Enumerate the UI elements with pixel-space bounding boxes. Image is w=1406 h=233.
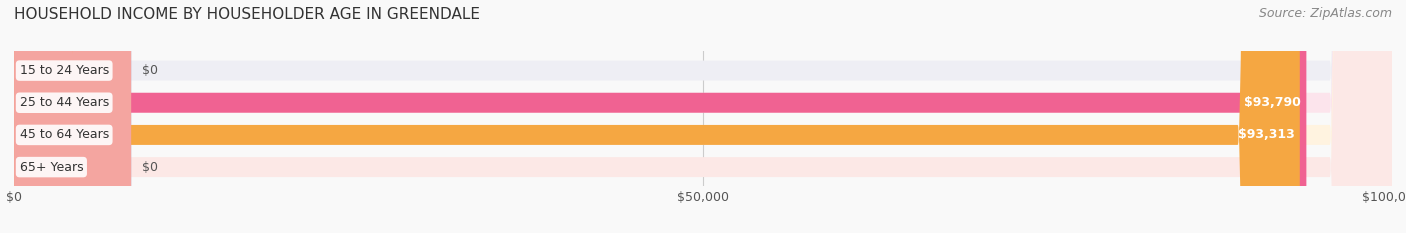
FancyBboxPatch shape <box>14 0 1392 233</box>
Text: $93,790: $93,790 <box>1244 96 1301 109</box>
Text: 65+ Years: 65+ Years <box>20 161 83 174</box>
Text: Source: ZipAtlas.com: Source: ZipAtlas.com <box>1258 7 1392 20</box>
Text: 15 to 24 Years: 15 to 24 Years <box>20 64 108 77</box>
FancyBboxPatch shape <box>14 0 1392 233</box>
FancyBboxPatch shape <box>14 0 1392 233</box>
FancyBboxPatch shape <box>14 0 1306 233</box>
FancyBboxPatch shape <box>14 0 131 233</box>
Text: $0: $0 <box>142 161 159 174</box>
Text: $0: $0 <box>142 64 159 77</box>
Text: $93,313: $93,313 <box>1237 128 1295 141</box>
FancyBboxPatch shape <box>14 0 1299 233</box>
Text: 45 to 64 Years: 45 to 64 Years <box>20 128 108 141</box>
FancyBboxPatch shape <box>14 0 131 233</box>
FancyBboxPatch shape <box>14 0 1392 233</box>
Text: HOUSEHOLD INCOME BY HOUSEHOLDER AGE IN GREENDALE: HOUSEHOLD INCOME BY HOUSEHOLDER AGE IN G… <box>14 7 479 22</box>
Text: 25 to 44 Years: 25 to 44 Years <box>20 96 108 109</box>
